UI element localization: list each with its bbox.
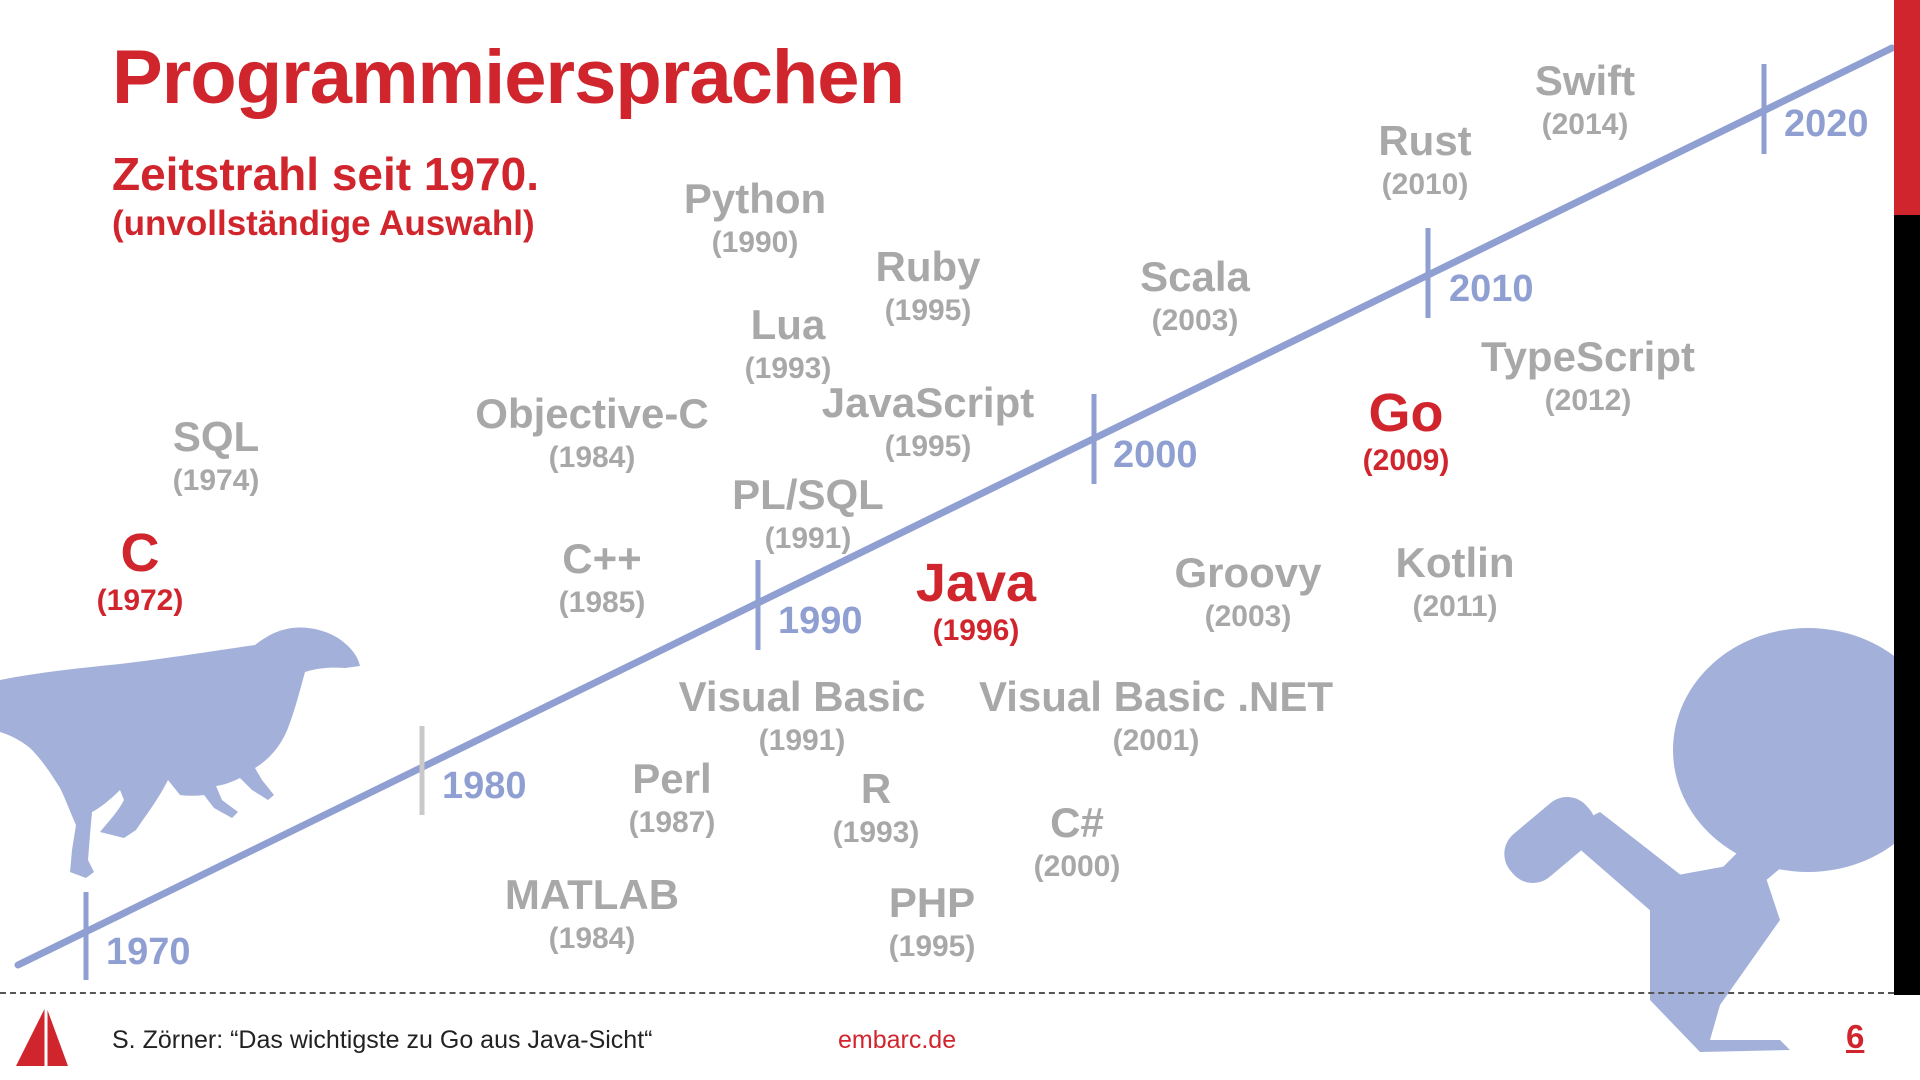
footer-site-link[interactable]: embarc.de	[838, 1026, 957, 1054]
decade-label-2000: 2000	[1113, 434, 1198, 476]
language-name: Perl	[632, 755, 712, 802]
language-year: (1972)	[96, 584, 184, 617]
decade-label-1980: 1980	[442, 765, 527, 807]
language-name: R	[860, 765, 892, 812]
dinosaur-icon	[0, 627, 360, 878]
language-year: (1993)	[744, 352, 832, 385]
language-year: (1996)	[932, 614, 1020, 647]
language-year: (1985)	[558, 586, 646, 619]
language-name: Visual Basic .NET	[978, 673, 1334, 720]
language-scala: Scala (2003)	[1140, 256, 1250, 336]
timeline-ticks	[83, 64, 1767, 980]
language-groovy: Groovy (2003)	[1174, 552, 1321, 632]
language-matlab: MATLAB (1984)	[505, 874, 679, 954]
footer-divider	[0, 992, 1894, 994]
embarc-logo-icon	[16, 1006, 68, 1066]
language-c: C (1972)	[97, 526, 184, 616]
language-ruby: Ruby (1995)	[876, 246, 981, 326]
timeline-axis	[14, 44, 1896, 969]
language-name: Groovy	[1174, 549, 1322, 596]
language-name: Python	[683, 175, 827, 222]
sidebar-dark-bar	[1894, 215, 1920, 995]
language-year: (2003)	[1151, 304, 1239, 337]
language-typescript: TypeScript (2012)	[1481, 336, 1695, 416]
language-name: Rust	[1378, 117, 1472, 164]
language-year: (1995)	[884, 294, 972, 327]
language-year: (1995)	[888, 930, 976, 963]
language-year: (2000)	[1033, 850, 1121, 883]
language-year: (2012)	[1544, 384, 1632, 417]
language-python: Python (1990)	[684, 178, 826, 258]
language-r: R (1993)	[833, 768, 920, 848]
language-year: (2010)	[1381, 168, 1469, 201]
language-rust: Rust (2010)	[1378, 120, 1471, 200]
language-csharp: C# (2000)	[1034, 802, 1121, 882]
language-plsql: PL/SQL (1991)	[732, 474, 884, 554]
language-year: (1991)	[764, 522, 852, 555]
page-title: Programmiersprachen	[112, 35, 905, 120]
footer-credit: S. Zörner: “Das wichtigste zu Go aus Jav…	[112, 1026, 653, 1054]
language-name: Java	[915, 553, 1037, 613]
language-year: (1993)	[832, 816, 920, 849]
language-name: Swift	[1534, 57, 1636, 104]
language-year: (1995)	[884, 430, 972, 463]
decade-label-2020: 2020	[1784, 103, 1869, 145]
language-name: Visual Basic	[678, 673, 926, 720]
language-javascript: JavaScript (1995)	[822, 382, 1034, 462]
language-year: (1990)	[711, 226, 799, 259]
language-name: SQL	[172, 413, 260, 460]
decade-label-2010: 2010	[1449, 268, 1534, 310]
decade-label-1970: 1970	[106, 931, 191, 973]
language-name: Objective-C	[475, 390, 709, 437]
language-go: Go (2009)	[1363, 386, 1450, 476]
language-name: C#	[1050, 799, 1104, 846]
language-cpp: C++ (1985)	[559, 538, 646, 618]
language-name: Go	[1368, 383, 1444, 443]
sidebar-accent-bar	[1894, 0, 1920, 215]
language-sql: SQL (1974)	[173, 416, 260, 496]
language-name: Scala	[1140, 253, 1250, 300]
starship-icon	[1504, 628, 1920, 1052]
language-name: PL/SQL	[732, 471, 884, 518]
language-php: PHP (1995)	[889, 882, 976, 962]
language-visual-basic-net: Visual Basic .NET (2001)	[979, 676, 1333, 756]
language-name: C++	[562, 535, 642, 582]
language-name: Ruby	[875, 243, 981, 290]
language-lua: Lua (1993)	[745, 304, 832, 384]
language-name: MATLAB	[504, 871, 680, 918]
language-name: PHP	[888, 879, 976, 926]
language-name: JavaScript	[821, 379, 1035, 426]
language-year: (2003)	[1204, 600, 1292, 633]
page-subtitle: Zeitstrahl seit 1970.	[112, 148, 539, 200]
language-name: TypeScript	[1481, 333, 1695, 380]
language-year: (2011)	[1412, 590, 1498, 623]
language-visual-basic: Visual Basic (1991)	[679, 676, 926, 756]
language-java: Java (1996)	[916, 556, 1036, 646]
language-name: Kotlin	[1395, 539, 1515, 586]
decade-label-1990: 1990	[778, 600, 863, 642]
language-name: C	[120, 523, 160, 583]
language-kotlin: Kotlin (2011)	[1396, 542, 1515, 622]
language-year: (1974)	[172, 464, 260, 497]
language-year: (1984)	[548, 922, 636, 955]
language-year: (2001)	[1112, 724, 1200, 757]
language-perl: Perl (1987)	[629, 758, 716, 838]
language-name: Lua	[750, 301, 826, 348]
language-year: (2014)	[1541, 108, 1629, 141]
language-objective-c: Objective-C (1984)	[475, 393, 708, 473]
selection-note: (unvollständige Auswahl)	[112, 204, 535, 243]
language-year: (1987)	[628, 806, 716, 839]
language-year: (1991)	[758, 724, 846, 757]
language-year: (2009)	[1362, 444, 1450, 477]
language-swift: Swift (2014)	[1535, 60, 1635, 140]
page-number[interactable]: 6	[1846, 1018, 1865, 1055]
language-year: (1984)	[548, 441, 636, 474]
